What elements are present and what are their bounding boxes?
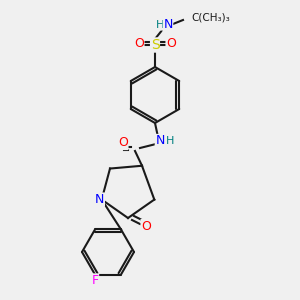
Text: O: O (166, 37, 176, 50)
Text: O: O (118, 136, 128, 149)
Text: S: S (151, 38, 159, 52)
Text: N: N (95, 193, 104, 206)
Text: O: O (134, 37, 144, 50)
Text: H: H (166, 136, 174, 146)
Text: O: O (141, 220, 151, 232)
Text: N: N (163, 19, 173, 32)
Text: C(CH₃)₃: C(CH₃)₃ (191, 12, 230, 22)
Text: H: H (156, 20, 164, 30)
Text: N: N (155, 134, 165, 148)
Text: F: F (92, 274, 99, 287)
